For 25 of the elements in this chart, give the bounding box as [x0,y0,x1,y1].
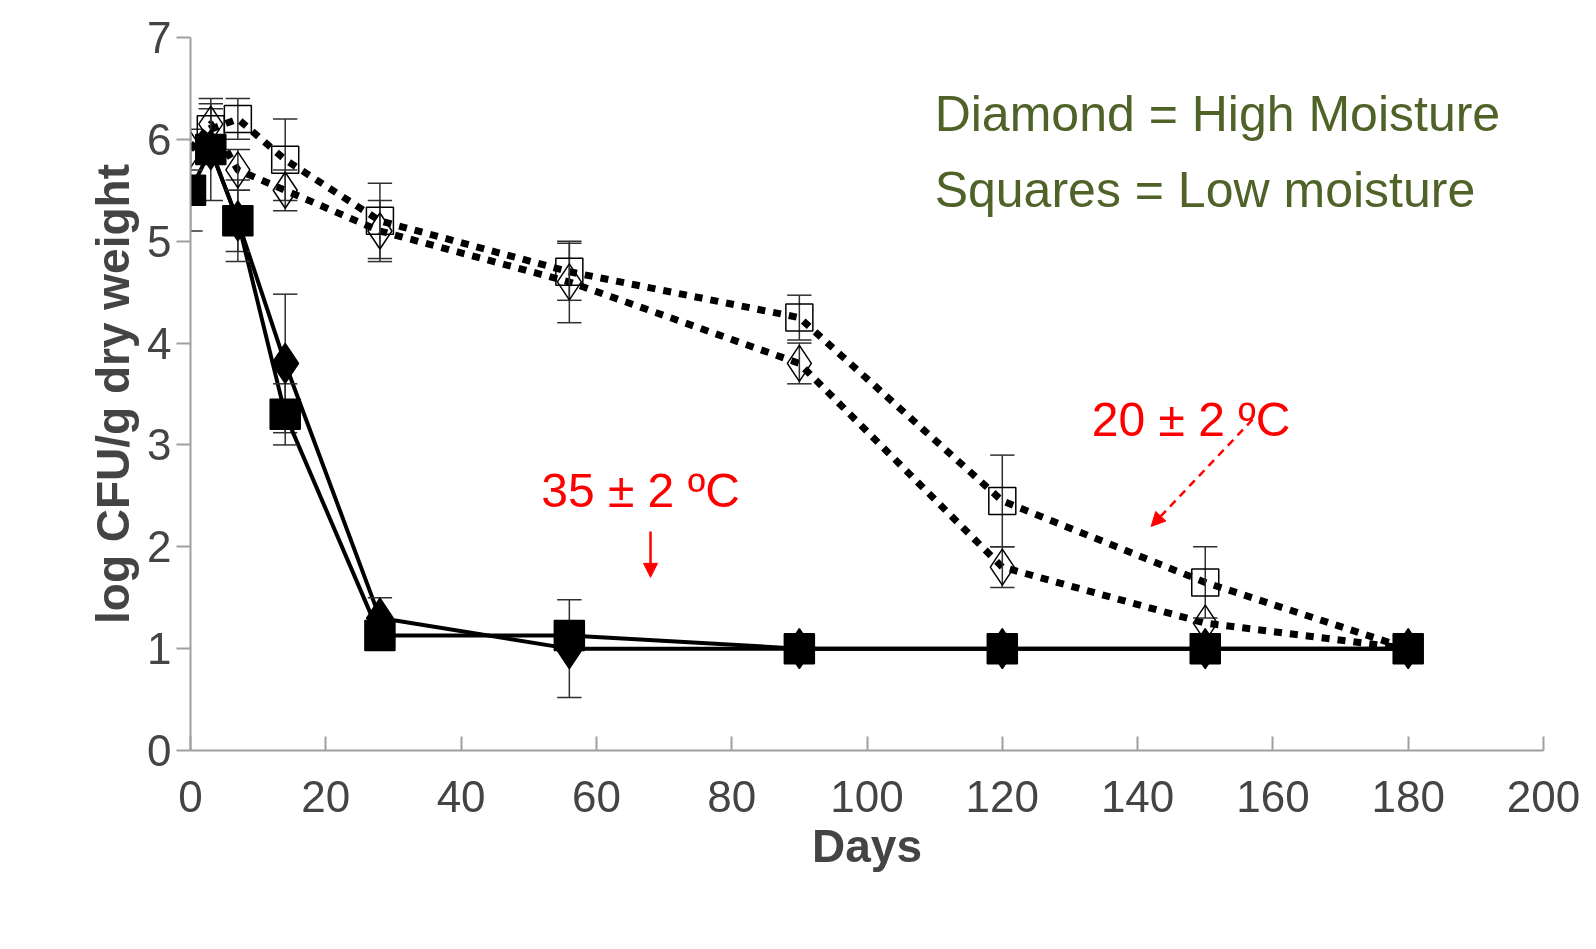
y-tick-label: 1 [147,624,172,674]
x-tick-label: 80 [707,771,757,821]
x-tick-label: 0 [178,771,203,821]
x-axis-title: Days [812,819,922,872]
x-tick-label: 140 [1100,771,1175,821]
y-tick-label: 7 [147,13,172,62]
y-axis-title: log CFU/g dry weight [87,164,140,624]
x-tick-label: 180 [1371,771,1445,821]
x-tick-label: 40 [436,771,486,821]
annotation: Squares = Low moisture [934,162,1476,219]
x-tick-label: 100 [830,771,904,821]
y-tick-label: 5 [147,216,172,266]
annotation: 20 ± 2 ºC [1091,393,1291,447]
y-tick-label: 0 [147,726,172,775]
x-tick-label: 200 [1506,771,1581,821]
annotation: 35 ± 2 ºC [541,464,740,518]
x-tick-label: 120 [965,771,1040,821]
x-tick-label: 20 [301,771,351,821]
y-tick-label: 4 [147,318,172,368]
y-tick-label: 3 [147,420,172,470]
y-tick-label: 6 [147,114,172,164]
annotation: Diamond = High Moisture [934,85,1501,142]
y-tick-label: 2 [147,522,172,572]
x-tick-label: 160 [1236,771,1310,821]
x-tick-label: 60 [571,771,621,821]
